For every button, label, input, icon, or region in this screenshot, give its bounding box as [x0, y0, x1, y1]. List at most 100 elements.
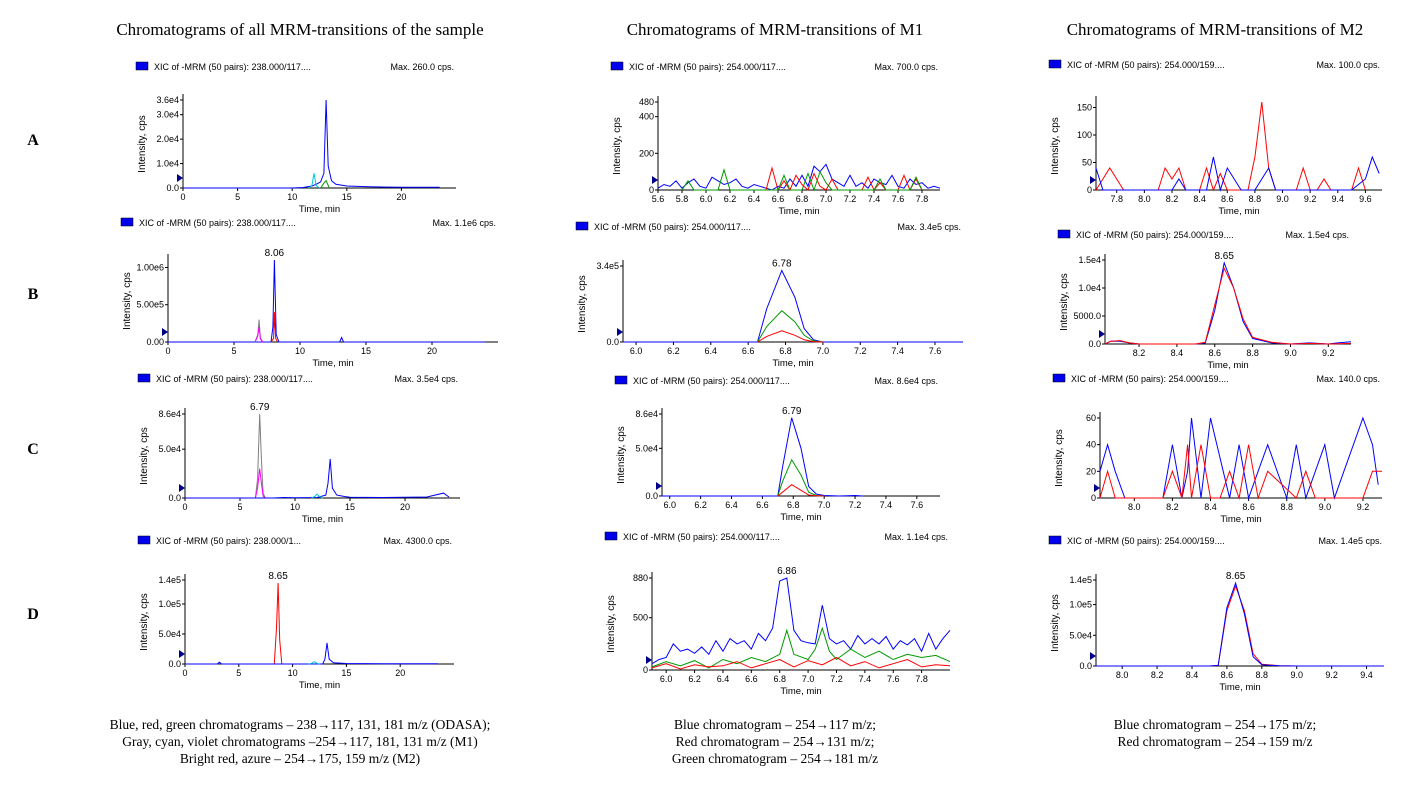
- x-tick-label: 8.8: [1280, 502, 1293, 512]
- x-tick-label: 8.4: [1204, 502, 1217, 512]
- legend-text: XIC of -MRM (50 pairs): 254.000/159....: [1067, 536, 1225, 546]
- caption-line: Green chromatogram – 254→181 m/z: [671, 751, 879, 766]
- y-tick-label: 150: [1077, 103, 1092, 113]
- series-line-magenta: [254, 327, 264, 343]
- x-tick-label: 8.4: [1193, 194, 1206, 204]
- caption-line: Bright red, azure – 254→175, 159 m/z (M2…: [179, 751, 421, 766]
- series-line-blue: [657, 163, 941, 191]
- y-axis-label: Intensity, cps: [137, 115, 148, 173]
- series-line-red: [1096, 584, 1297, 667]
- series-line-blue: [183, 99, 440, 189]
- peak-label: 8.65: [1226, 571, 1246, 582]
- series-line-magenta: [254, 468, 266, 499]
- y-tick-label: 0.0: [1088, 339, 1101, 349]
- chart-svg: XIC of -MRM (50 pairs): 254.000/159.... M…: [1048, 59, 1382, 217]
- x-tick-label: 7.4: [859, 674, 872, 684]
- y-tick-label: 500: [633, 613, 648, 623]
- x-tick-label: 7.2: [844, 194, 857, 204]
- series-line-cyan: [308, 173, 320, 189]
- x-tick-label: 9.4: [1332, 194, 1345, 204]
- chart-panel-c1: XIC of -MRM (50 pairs): 238.000/117.... M…: [110, 370, 470, 528]
- legend-text: XIC of -MRM (50 pairs): 238.000/117....: [156, 374, 313, 384]
- baseline-marker: [1099, 330, 1105, 338]
- series-line-cyan: [308, 660, 320, 665]
- y-tick-label: 1.0e5: [1069, 600, 1092, 610]
- x-tick-label: 7.0: [818, 500, 831, 510]
- y-tick-label: 40: [1086, 440, 1096, 450]
- legend-text: XIC of -MRM (50 pairs): 254.000/117....: [629, 62, 786, 72]
- x-tick-label: 10: [288, 668, 298, 678]
- series-line-red: [1099, 444, 1382, 500]
- y-tick-label: 5000.0: [1073, 311, 1101, 321]
- x-tick-label: 6.6: [756, 500, 769, 510]
- x-tick-label: 9.4: [1360, 670, 1373, 680]
- baseline-marker: [1094, 484, 1100, 492]
- max-label: Max. 1.1e6 cps.: [432, 218, 496, 228]
- y-tick-label: 0: [1091, 493, 1096, 503]
- caption-m1: Blue chromatogram – 254→117 m/z; Red chr…: [610, 716, 940, 767]
- chart-panel-a3: XIC of -MRM (50 pairs): 254.000/159.... M…: [1030, 56, 1400, 220]
- x-tick-label: 8.8: [1256, 670, 1269, 680]
- series-line-green: [320, 179, 330, 189]
- y-axis-label: Intensity, cps: [612, 117, 623, 175]
- legend-swatch: [614, 375, 628, 385]
- baseline-marker: [1090, 176, 1096, 184]
- x-tick-label: 7.6: [911, 500, 924, 510]
- y-tick-label: 0.0: [168, 659, 181, 669]
- x-tick-label: 7.6: [929, 346, 942, 356]
- baseline-marker: [617, 328, 623, 336]
- y-tick-label: 20: [1086, 466, 1096, 476]
- x-tick-label: 20: [400, 502, 410, 512]
- x-tick-label: 7.8: [916, 194, 929, 204]
- series-line-red: [651, 656, 951, 670]
- max-label: Max. 140.0 cps.: [1316, 374, 1380, 384]
- y-axis-label: Intensity, cps: [139, 427, 150, 485]
- column-title-m1: Chromatograms of MRM-transitions of M1: [626, 20, 924, 39]
- y-tick-label: 5.0e4: [158, 444, 181, 454]
- y-tick-label: 60: [1086, 413, 1096, 423]
- x-tick-label: 5.6: [652, 194, 665, 204]
- y-tick-label: 5.0e4: [635, 443, 658, 453]
- x-axis-label: Time, min: [780, 686, 821, 697]
- legend-text: XIC of -MRM (50 pairs): 254.000/159....: [1067, 60, 1225, 70]
- x-tick-label: 6.4: [705, 346, 718, 356]
- x-tick-label: 6.2: [688, 674, 701, 684]
- x-axis-label: Time, min: [302, 514, 343, 525]
- x-tick-label: 5: [235, 192, 240, 202]
- y-tick-label: 0.0: [606, 337, 619, 347]
- x-axis-label: Time, min: [780, 512, 821, 523]
- x-tick-label: 6.8: [779, 346, 792, 356]
- y-tick-label: 0.0: [1079, 661, 1092, 671]
- x-tick-label: 7.0: [802, 674, 815, 684]
- x-tick-label: 0: [180, 192, 185, 202]
- series-line-blue: [1104, 260, 1352, 345]
- x-tick-label: 7.8: [1110, 194, 1123, 204]
- x-axis-label: Time, min: [1218, 206, 1259, 217]
- legend-swatch: [1052, 373, 1066, 383]
- y-tick-label: 3.6e4: [156, 95, 179, 105]
- x-tick-label: 8.6: [1208, 348, 1221, 358]
- x-tick-label: 7.6: [892, 194, 905, 204]
- caption-line: Blue chromatogram – 254→175 m/z;: [1113, 717, 1317, 732]
- x-axis-label: Time, min: [299, 204, 340, 215]
- chart-panel-b2: XIC of -MRM (50 pairs): 254.000/117.... M…: [555, 218, 975, 372]
- x-axis-label: Time, min: [1220, 514, 1261, 525]
- x-tick-label: 8.8: [1246, 348, 1259, 358]
- x-tick-label: 9.6: [1359, 194, 1372, 204]
- x-tick-label: 9.0: [1290, 670, 1303, 680]
- x-tick-label: 7.4: [891, 346, 904, 356]
- x-tick-label: 15: [345, 502, 355, 512]
- legend-text: XIC of -MRM (50 pairs): 254.000/117....: [594, 222, 751, 232]
- chart-svg: XIC of -MRM (50 pairs): 254.000/159.... M…: [1057, 229, 1352, 371]
- y-axis-label: Intensity, cps: [616, 426, 627, 484]
- x-tick-label: 15: [361, 346, 371, 356]
- peak-label: 6.86: [777, 566, 797, 577]
- series-line-red: [1104, 266, 1352, 345]
- x-tick-label: 9.2: [1304, 194, 1317, 204]
- legend-text: XIC of -MRM (50 pairs): 254.000/159....: [1076, 230, 1234, 240]
- max-label: Max. 100.0 cps.: [1316, 60, 1380, 70]
- x-tick-label: 9.2: [1325, 670, 1338, 680]
- y-tick-label: 1.0e4: [156, 159, 179, 169]
- chart-svg: XIC of -MRM (50 pairs): 238.000/117.... M…: [135, 61, 456, 215]
- peak-label: 8.06: [265, 248, 285, 259]
